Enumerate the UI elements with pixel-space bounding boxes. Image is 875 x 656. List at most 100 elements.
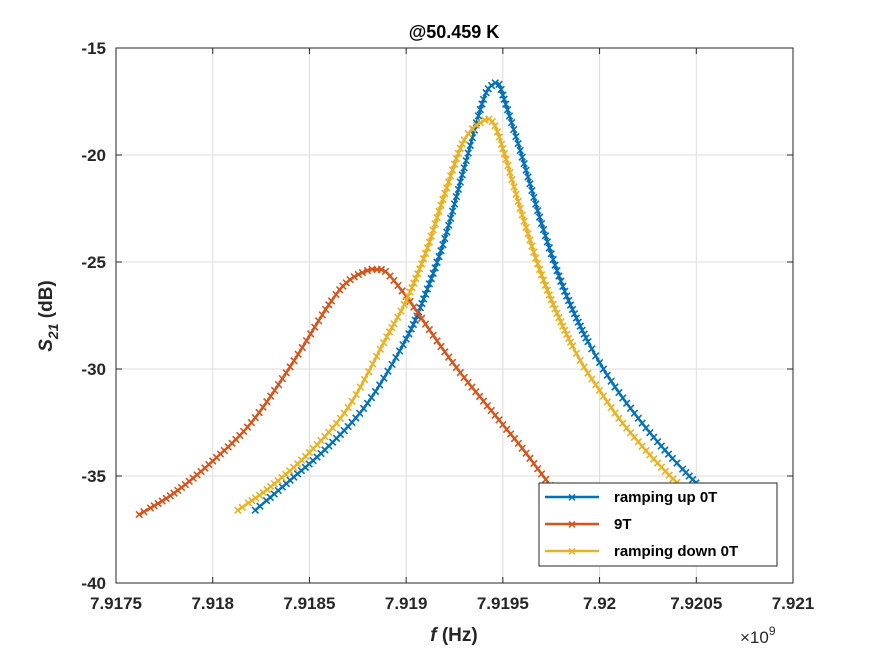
data-point [541,232,550,240]
data-point [476,118,485,127]
legend: × ramping up 0T × 9T × ramping down 0T [538,482,778,567]
data-point [591,380,600,389]
data-point [497,140,506,149]
data-point [584,369,592,377]
data-point [547,249,555,258]
data-point [435,252,443,261]
data-point [442,183,451,192]
data-point [514,139,522,148]
data-point [595,358,604,367]
data-point [503,106,512,114]
data-point [545,291,554,299]
data-point [474,112,483,120]
data-point [493,127,502,136]
data-point [551,305,559,313]
data-point [607,377,615,385]
data-point [516,204,524,213]
data-point [559,282,567,291]
data-point [615,388,623,397]
legend-marker-ramping-down: × [568,543,576,559]
data-point [541,281,550,289]
data-point [500,149,509,158]
x-axis-exponent: ×109 [740,624,776,647]
data-point [588,345,596,353]
x-tick-label: 7.921 [772,594,815,613]
data-point [505,112,514,120]
data-point [321,305,330,314]
x-tick-label: 7.9195 [477,594,529,613]
data-point [417,260,426,268]
data-point [379,338,388,347]
data-point [531,200,540,208]
data-point [562,330,571,339]
data-point [464,149,472,157]
data-point [385,328,394,336]
data-point [479,95,488,104]
data-point [472,121,481,130]
data-point [452,363,461,372]
data-point [495,133,504,141]
data-point [603,371,612,379]
data-point [446,214,455,223]
data-point [537,219,546,228]
data-point [564,334,573,343]
data-point [591,352,600,360]
data-point [282,368,290,377]
data-point [497,85,505,94]
data-point [405,330,413,338]
data-point [441,189,449,198]
data-point [327,297,336,305]
data-point [350,273,358,281]
x-tick-labels: 7.9175 7.918 7.9185 7.919 7.9195 7.92 7.9205 7.… [90,594,814,613]
x-axis-exponent-base: ×10 [740,628,769,647]
y-axis-label-variable: S [36,339,57,352]
data-point [406,288,414,296]
data-point [429,331,437,340]
data-point [433,258,441,267]
data-point [410,279,418,287]
data-point [553,266,561,275]
data-point [539,276,548,284]
data-point [318,311,327,319]
data-point [398,287,406,295]
data-point [611,383,619,391]
data-point [375,381,384,389]
data-point [448,207,457,215]
data-point [419,295,428,303]
x-tick-label: 7.9175 [90,594,142,613]
data-point [564,296,573,305]
data-point [555,272,563,280]
data-point [356,383,365,391]
data-point [547,295,555,304]
data-point [444,353,453,361]
data-point [298,343,307,352]
x-axis-exponent-power: 9 [769,624,776,638]
data-point [383,333,391,341]
data-point [413,269,422,278]
data-point [533,464,542,473]
data-point [437,342,445,351]
y-axis-label-subscript: 21 [45,323,61,340]
data-point [444,221,453,230]
data-point [390,320,398,328]
legend-label-9t: 9T [614,516,632,533]
data-point [380,374,388,382]
data-point [510,183,518,191]
data-point [411,316,420,324]
data-point [446,172,455,180]
legend-label-ramping-down: ramping down 0T [614,543,738,560]
data-point [392,353,400,362]
x-axis-label: f (Hz) [430,625,477,646]
data-point [348,397,356,406]
data-point [325,301,333,309]
data-point [423,285,432,293]
data-point [425,280,434,288]
x-tick-label: 7.918 [191,594,234,613]
data-point [580,363,588,371]
series-0 [251,79,708,515]
data-point [427,274,436,283]
data-point [528,186,536,195]
y-tick-label: -20 [81,146,106,165]
data-point [543,286,552,294]
